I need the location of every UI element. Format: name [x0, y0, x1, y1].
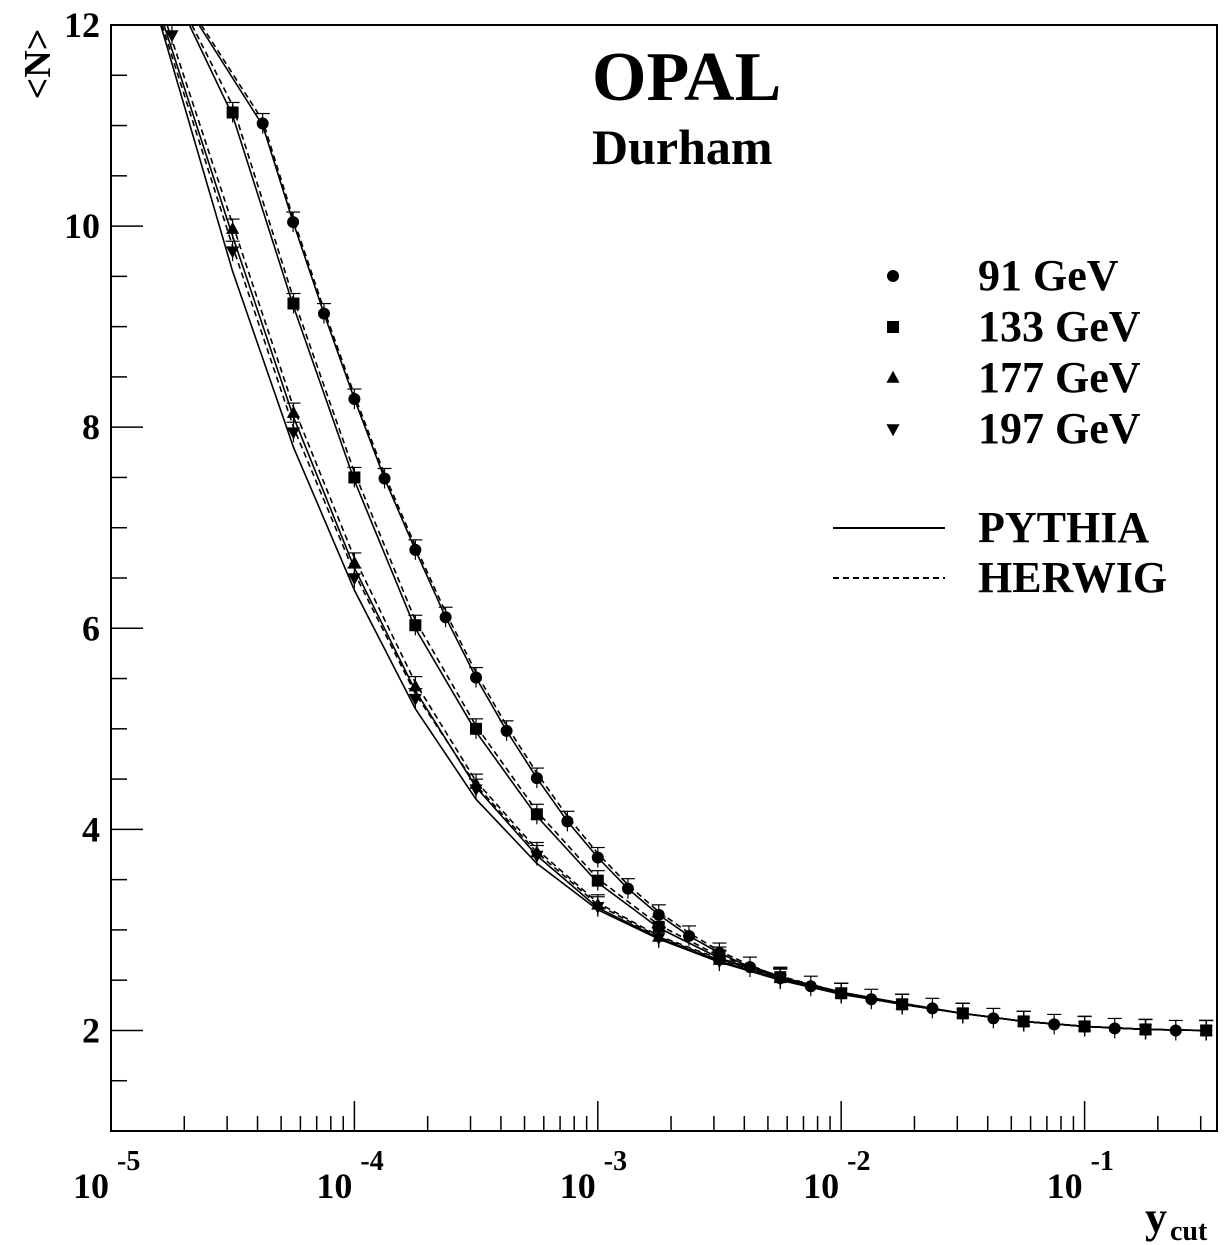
data-point — [287, 216, 300, 229]
data-point — [683, 929, 696, 942]
y-tick-label: 2 — [82, 1010, 100, 1050]
data-point — [500, 724, 513, 737]
data-point — [956, 1008, 970, 1021]
data-point — [591, 874, 604, 887]
x-axis-label-main: y — [1145, 1193, 1167, 1242]
data-point — [469, 784, 483, 797]
data-point — [408, 693, 422, 706]
y-tick-label: 10 — [64, 206, 100, 246]
data-point — [317, 307, 330, 320]
data-point — [834, 988, 848, 1001]
y-axis-label: <N> — [17, 29, 59, 100]
data-point — [712, 956, 727, 969]
curve-herwig-177-gev — [166, 24, 1207, 1032]
data-point — [226, 246, 240, 259]
legend-marker — [887, 270, 899, 282]
y-tick-label: 6 — [82, 608, 100, 648]
y-tick-labels: 2 4 6 8 10 12 — [64, 5, 100, 1050]
data-point — [1108, 1022, 1121, 1035]
data-point — [561, 815, 574, 828]
data-point — [165, 30, 179, 43]
data-point — [378, 472, 391, 485]
legend-label: PYTHIA — [978, 503, 1149, 552]
x-tick-labels: 10 -5 10 -4 10 -3 10 -2 10 -1 — [73, 1146, 1114, 1206]
legend-label: 133 GeV — [978, 302, 1141, 351]
x-axis-label: y cut — [1145, 1193, 1208, 1245]
data-markers — [164, 24, 1214, 1041]
legend-marker — [887, 321, 899, 333]
data-point — [895, 999, 909, 1012]
data-point — [470, 722, 483, 735]
axis-ticks — [110, 24, 1202, 1132]
data-point — [530, 850, 544, 863]
data-point — [1169, 1024, 1182, 1037]
legend-label: 197 GeV — [978, 404, 1141, 453]
data-point — [409, 543, 422, 556]
y-tick-label: 4 — [82, 809, 100, 849]
x-tick-label-base: 10 — [803, 1166, 839, 1206]
data-point — [987, 1012, 1000, 1025]
data-point — [226, 106, 239, 119]
data-point — [530, 808, 543, 821]
y-tick-label: 8 — [82, 407, 100, 447]
chart-title: OPAL — [592, 39, 781, 116]
data-point — [926, 1002, 939, 1015]
legend-label: HERWIG — [978, 553, 1167, 602]
data-point — [773, 974, 787, 987]
legend-label: 177 GeV — [978, 353, 1141, 402]
data-point — [226, 221, 240, 234]
curve-herwig-197-gev — [161, 24, 1207, 1032]
data-point — [621, 882, 634, 895]
data-point — [1077, 1021, 1092, 1034]
data-point — [286, 427, 301, 440]
y-axis-label-text: <N> — [17, 29, 59, 100]
data-point — [1017, 1016, 1031, 1029]
data-point — [439, 611, 452, 624]
x-tick-label-exp: -2 — [847, 1146, 870, 1177]
data-point — [348, 393, 361, 406]
data-point — [409, 619, 422, 632]
legend-marker — [886, 370, 900, 383]
x-tick-label-base: 10 — [560, 1166, 596, 1206]
x-tick-label-base: 10 — [73, 1166, 109, 1206]
data-point — [865, 993, 878, 1006]
legend-marker — [886, 424, 900, 437]
x-tick-label-exp: -3 — [604, 1146, 627, 1177]
y-tick-label: 12 — [64, 5, 100, 45]
data-point — [348, 471, 361, 484]
x-tick-label-exp: -5 — [117, 1146, 140, 1177]
data-point — [470, 671, 483, 684]
chart-subtitle: Durham — [592, 119, 773, 175]
data-point — [1138, 1024, 1153, 1037]
x-tick-label-exp: -1 — [1091, 1146, 1114, 1177]
data-point — [347, 555, 361, 568]
x-tick-label-base: 10 — [316, 1166, 352, 1206]
data-point — [1199, 1025, 1213, 1038]
data-point — [743, 961, 756, 974]
data-point — [286, 405, 301, 418]
data-point — [804, 980, 817, 993]
data-point — [256, 117, 269, 130]
data-point — [1048, 1018, 1061, 1031]
x-axis-label-sub: cut — [1170, 1216, 1208, 1245]
x-tick-label-base: 10 — [1047, 1166, 1083, 1206]
data-point — [652, 908, 665, 921]
data-point — [591, 901, 605, 914]
data-point — [287, 297, 300, 310]
data-point — [530, 772, 543, 785]
data-point — [591, 851, 604, 864]
x-tick-label-exp: -4 — [360, 1146, 383, 1177]
legend-label: 91 GeV — [978, 251, 1119, 300]
data-point — [652, 933, 666, 946]
data-point — [347, 573, 361, 586]
